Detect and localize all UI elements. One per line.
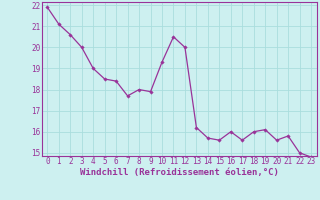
X-axis label: Windchill (Refroidissement éolien,°C): Windchill (Refroidissement éolien,°C) [80,168,279,177]
